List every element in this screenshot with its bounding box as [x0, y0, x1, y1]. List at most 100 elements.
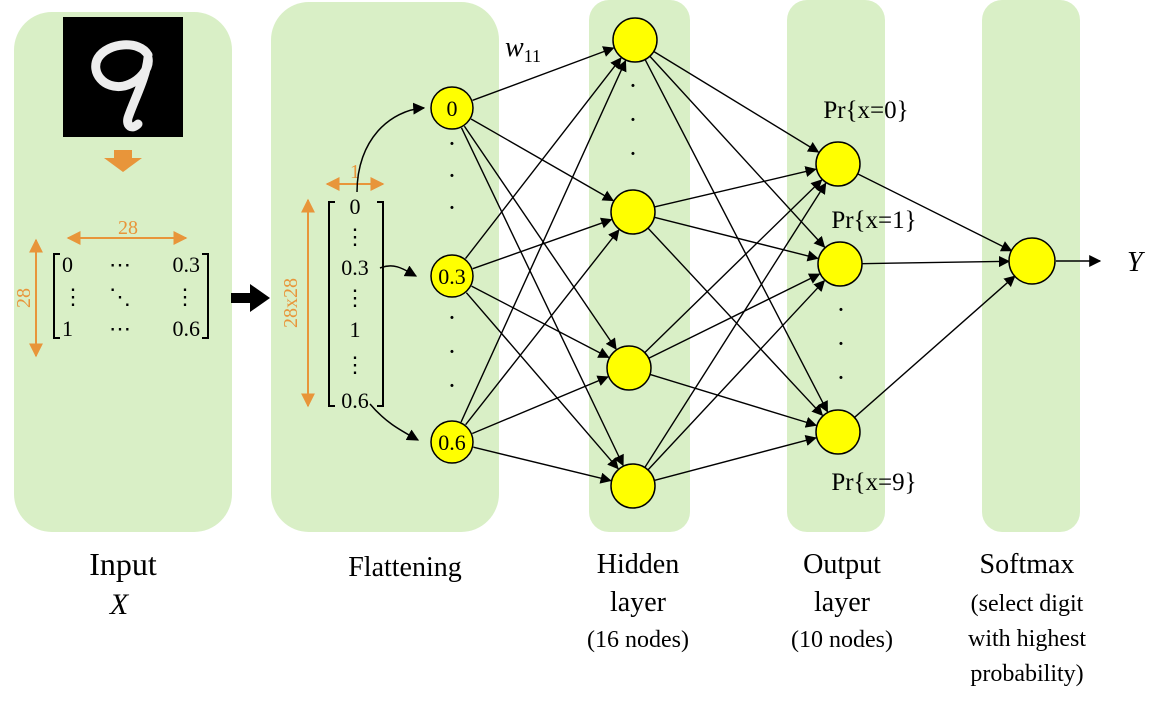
- ellipsis-dot: ·: [837, 295, 846, 324]
- input-to-hidden-edge: [465, 292, 619, 470]
- input-variable: X: [109, 588, 130, 621]
- input-panel: [14, 12, 232, 532]
- hidden-caption-line1: Hidden: [597, 549, 679, 580]
- flattening-caption: Flattening: [348, 552, 462, 583]
- output-label-1: Pr{x=1}: [831, 207, 916, 234]
- ellipsis-dot: ·: [448, 161, 457, 190]
- output-label-0: Pr{x=0}: [823, 97, 908, 124]
- matrix-cell-r0c2: 0.3: [173, 252, 201, 277]
- hidden-to-output-edge: [654, 435, 817, 482]
- weight-label: w11: [505, 32, 541, 66]
- hidden-to-output-edge: [654, 166, 817, 208]
- vector-entry-0: 0: [350, 194, 361, 219]
- ellipsis-dot: ·: [448, 303, 457, 332]
- hidden-layer-panel: [589, 0, 690, 532]
- vector-entry-5: ⋮: [344, 352, 366, 377]
- hidden-to-output-edge: [648, 273, 821, 359]
- hidden-to-output-edge: [644, 59, 829, 413]
- matrix-cell-r2c2: 0.6: [173, 316, 201, 341]
- input-to-hidden-edge: [472, 375, 609, 435]
- output-node: [815, 141, 861, 187]
- output-node: [815, 409, 861, 455]
- output-caption-line3: (10 nodes): [791, 627, 893, 653]
- vector-width-label: 1: [350, 161, 360, 183]
- output-node: [817, 241, 863, 287]
- matrix-height-label: 28: [13, 288, 35, 308]
- input-to-hidden-edge: [460, 127, 624, 467]
- hidden-to-output-edge: [644, 179, 823, 354]
- output-layer-nodes: [815, 141, 863, 455]
- ellipsis-dot: ·: [448, 371, 457, 400]
- ellipsis-dot: ·: [837, 329, 846, 358]
- hidden-to-output-edge: [647, 280, 826, 471]
- input-to-hidden-edge: [464, 57, 622, 260]
- input-to-hidden-edge: [460, 59, 627, 423]
- hidden-caption-line2: layer: [610, 587, 667, 618]
- input-to-hidden-edge: [472, 46, 615, 101]
- hidden-to-output-edge: [644, 182, 827, 468]
- hidden-node: [610, 463, 656, 509]
- network-connections: [460, 46, 1016, 484]
- vector-entry-3: ⋮: [344, 285, 366, 310]
- flatten-node-label: 0.3: [438, 264, 466, 289]
- hidden-to-output-edge: [649, 55, 826, 248]
- ellipsis-dot: ·: [629, 139, 638, 168]
- input-matrix: 28 28 0 ⋯ 0.3 ⋮ ⋱ ⋮ 1 ⋯ 0.6: [13, 217, 209, 358]
- output-label-9: Pr{x=9}: [831, 469, 916, 496]
- softmax-caption-line3: with highest: [968, 626, 1086, 652]
- hidden-to-output-edge: [654, 216, 819, 262]
- flatten-node: [430, 420, 474, 464]
- softmax-node: [1008, 237, 1056, 285]
- output-to-softmax-edge: [854, 275, 1016, 418]
- ellipsis-dots: · · · · · · · · · · · ·: [448, 71, 846, 400]
- matrix-cell-r0c1: ⋯: [109, 252, 131, 277]
- softmax-caption-line1: Softmax: [980, 549, 1075, 580]
- result-label: Y: [1127, 247, 1146, 278]
- output-caption-line2: layer: [814, 587, 871, 618]
- output-caption-line1: Output: [803, 549, 881, 580]
- softmax-caption-line4: probability): [970, 661, 1083, 687]
- matrix-cell-r2c0: 1: [62, 316, 73, 341]
- ellipsis-dot: ·: [629, 71, 638, 100]
- flattening-nodes: 0 0.3 0.6: [430, 86, 474, 464]
- vector-entry-2: 0.3: [341, 255, 369, 280]
- hidden-layer-nodes: [606, 17, 658, 509]
- input-to-hidden-edge: [463, 125, 617, 350]
- handwritten-digit-nine-image: [63, 17, 183, 137]
- hidden-node: [612, 17, 658, 63]
- hidden-to-output-edge: [649, 373, 818, 428]
- output-to-softmax-edge: [857, 173, 1013, 252]
- down-arrow-icon: [104, 150, 142, 172]
- vector-height-label: 28x28: [280, 278, 302, 328]
- vector-entry-4: 1: [350, 317, 361, 342]
- ellipsis-dot: ·: [629, 105, 638, 134]
- hidden-node: [610, 189, 656, 235]
- hidden-to-output-edge: [647, 227, 824, 416]
- vector-entry-6: 0.6: [341, 388, 369, 413]
- vector-entry-1: ⋮: [344, 224, 366, 249]
- ellipsis-dot: ·: [448, 337, 457, 366]
- flatten-node: [430, 86, 474, 130]
- input-to-hidden-edge: [465, 229, 620, 426]
- ellipsis-dot: ·: [448, 129, 457, 158]
- input-to-hidden-edge: [473, 446, 612, 484]
- hidden-caption-line3: (16 nodes): [587, 627, 689, 653]
- right-arrow-icon: [231, 284, 270, 312]
- hidden-to-output-edge: [653, 50, 820, 153]
- matrix-cell-r2c1: ⋯: [109, 316, 131, 341]
- flattened-vector: 1 28x28 0 ⋮ 0.3 ⋮ 1 ⋮ 0.6: [280, 102, 426, 441]
- matrix-cell-r1c2: ⋮: [174, 284, 196, 309]
- ellipsis-dot: ·: [448, 193, 457, 222]
- softmax-caption-line2: (select digit: [971, 591, 1084, 617]
- matrix-cell-r1c0: ⋮: [62, 284, 84, 309]
- flatten-node-label: 0: [447, 96, 458, 121]
- flatten-node: [430, 254, 474, 298]
- matrix-cell-r1c1: ⋱: [109, 284, 131, 309]
- flatten-node-label: 0.6: [438, 430, 466, 455]
- ellipsis-dot: ·: [837, 363, 846, 392]
- matrix-width-label: 28: [118, 217, 138, 239]
- input-to-hidden-edge: [471, 285, 610, 359]
- input-caption: Input: [89, 546, 157, 582]
- hidden-node: [606, 345, 652, 391]
